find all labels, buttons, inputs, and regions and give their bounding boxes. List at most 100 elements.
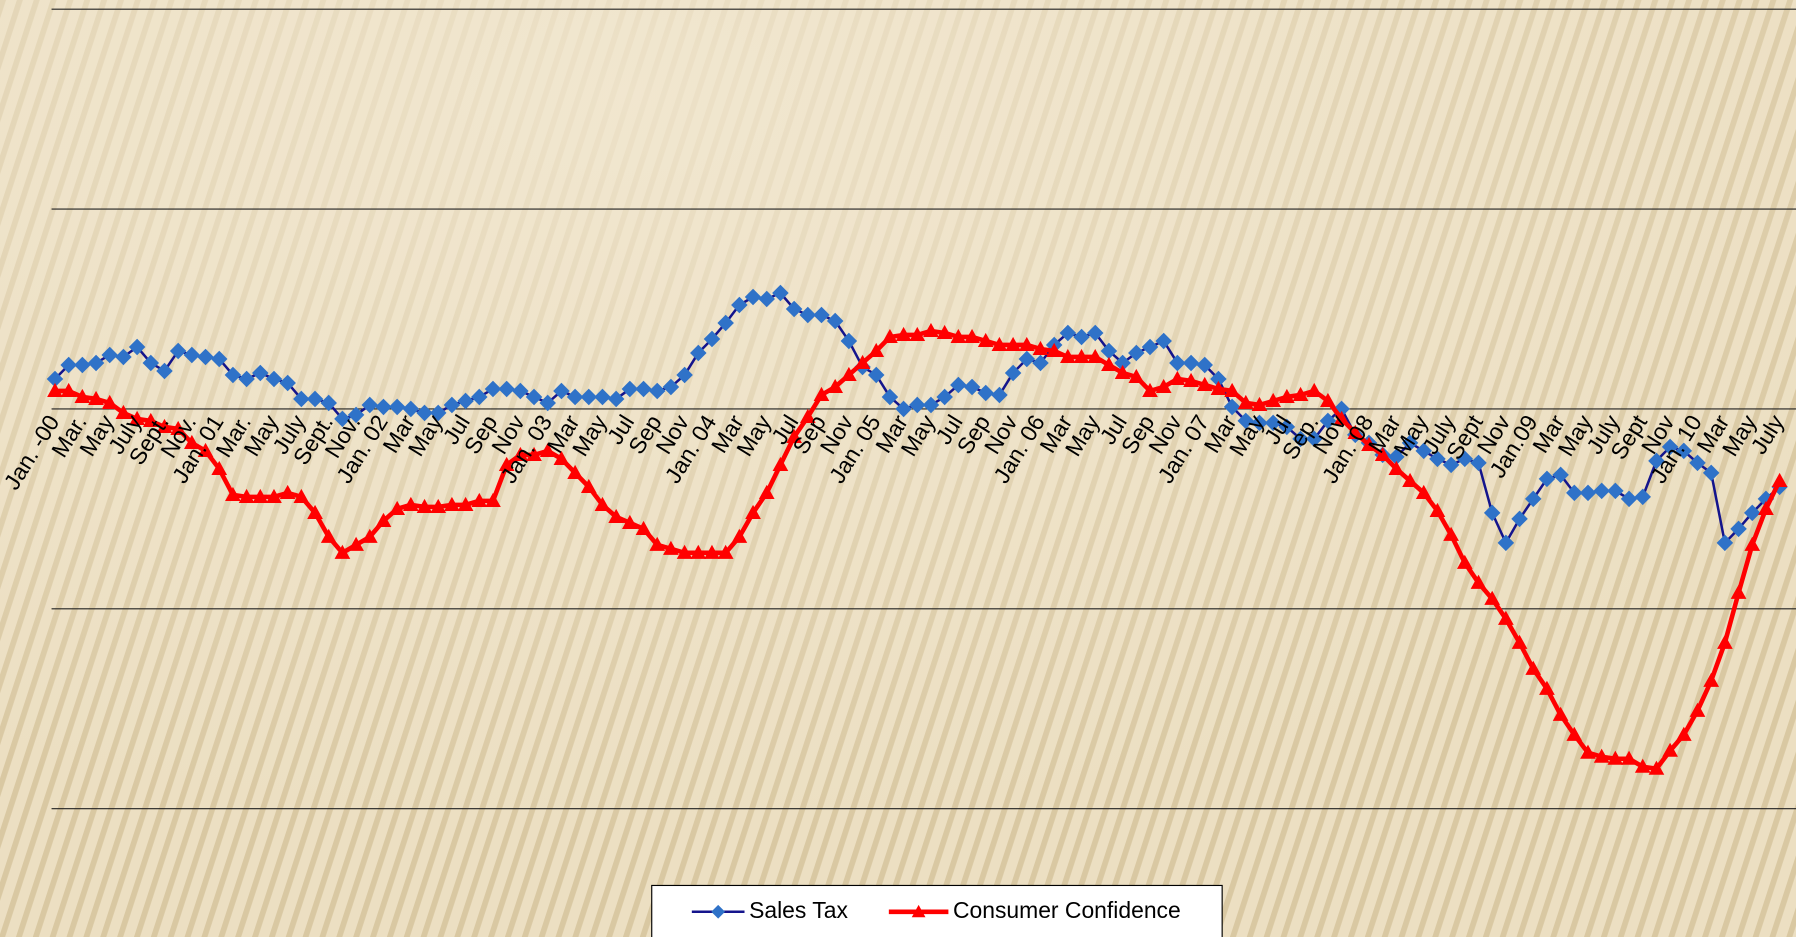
- marker: [1730, 584, 1747, 599]
- series: [46, 284, 1788, 552]
- marker: [539, 442, 556, 457]
- marker: [1210, 380, 1227, 396]
- marker: [799, 408, 816, 424]
- marker: [252, 488, 269, 503]
- marker: [676, 366, 693, 384]
- marker: [1114, 364, 1131, 380]
- marker: [621, 380, 639, 398]
- marker: [717, 544, 734, 559]
- marker: [210, 350, 228, 368]
- marker: [1046, 342, 1063, 358]
- marker: [1141, 338, 1159, 356]
- marker: [101, 346, 118, 364]
- marker: [690, 344, 707, 362]
- marker: [854, 354, 871, 370]
- marker: [170, 420, 187, 435]
- marker: [1429, 450, 1446, 468]
- marker: [1251, 414, 1268, 432]
- marker: [731, 528, 748, 543]
- marker: [731, 296, 748, 314]
- marker: [923, 322, 939, 338]
- marker: [1539, 680, 1555, 695]
- marker: [1059, 324, 1077, 342]
- marker: [1484, 590, 1501, 605]
- legend-marker: [911, 904, 926, 918]
- marker: [1128, 368, 1145, 384]
- marker: [566, 388, 584, 406]
- marker: [1073, 348, 1090, 364]
- marker: [1196, 356, 1213, 374]
- marker: [977, 332, 994, 348]
- marker: [594, 388, 611, 406]
- marker: [443, 396, 461, 414]
- marker: [115, 348, 132, 366]
- marker: [47, 382, 63, 398]
- marker: [1511, 634, 1528, 649]
- marker: [1182, 354, 1200, 372]
- marker: [1415, 484, 1432, 499]
- marker: [1593, 748, 1610, 763]
- marker: [416, 404, 433, 422]
- marker: [745, 504, 761, 519]
- marker: [1621, 750, 1637, 765]
- marker: [74, 356, 91, 374]
- marker: [1319, 412, 1337, 430]
- marker: [1524, 490, 1542, 508]
- marker: [1429, 502, 1446, 517]
- marker: [1620, 490, 1638, 508]
- marker: [485, 492, 501, 507]
- marker: [936, 324, 953, 340]
- marker: [1525, 660, 1542, 675]
- marker: [279, 484, 296, 499]
- marker: [567, 464, 583, 479]
- marker: [1305, 430, 1323, 448]
- marker: [1087, 348, 1104, 364]
- marker: [1169, 370, 1186, 386]
- marker: [936, 388, 953, 406]
- marker: [60, 356, 77, 374]
- marker: [169, 342, 187, 360]
- marker: [772, 284, 789, 302]
- marker: [1224, 382, 1240, 398]
- marker: [293, 390, 310, 408]
- marker: [430, 498, 447, 513]
- marker: [758, 290, 775, 308]
- marker: [1716, 534, 1734, 552]
- marker: [1060, 348, 1076, 364]
- marker: [238, 370, 255, 388]
- marker: [1675, 726, 1692, 741]
- marker: [991, 336, 1008, 352]
- marker: [881, 388, 899, 406]
- marker: [1264, 414, 1282, 432]
- marker: [1415, 442, 1432, 460]
- marker: [1456, 450, 1474, 468]
- marker: [279, 374, 296, 392]
- marker: [1032, 354, 1049, 372]
- marker: [649, 536, 666, 551]
- marker: [128, 338, 146, 356]
- marker: [156, 418, 173, 433]
- marker: [1183, 372, 1199, 388]
- marker: [1333, 410, 1350, 426]
- marker: [1223, 398, 1241, 416]
- marker: [1292, 386, 1309, 402]
- marker: [388, 398, 406, 416]
- marker: [1018, 350, 1036, 368]
- marker: [703, 330, 721, 348]
- marker: [361, 528, 378, 543]
- marker: [403, 496, 419, 511]
- marker: [1593, 482, 1610, 500]
- marker: [1237, 394, 1254, 410]
- marker: [129, 410, 145, 426]
- marker: [1743, 504, 1761, 522]
- marker: [1566, 484, 1583, 502]
- marker: [1497, 534, 1515, 552]
- marker: [882, 328, 898, 344]
- marker: [265, 370, 283, 388]
- marker: [320, 394, 337, 412]
- marker: [156, 362, 173, 380]
- marker: [1073, 328, 1090, 346]
- marker: [717, 314, 734, 332]
- marker: [211, 460, 228, 475]
